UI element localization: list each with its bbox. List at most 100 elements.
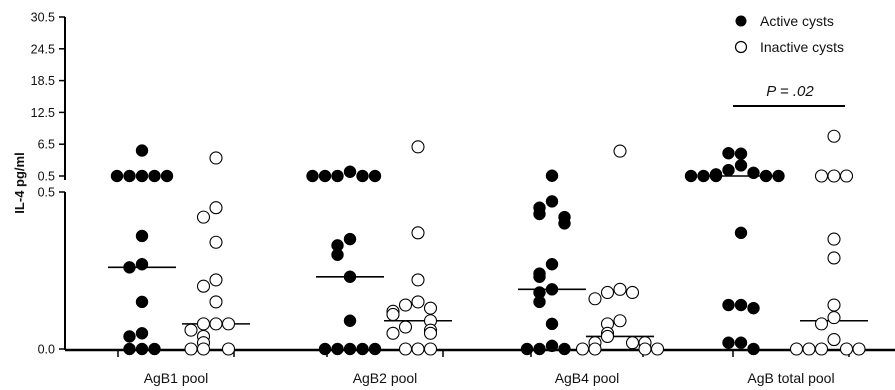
inactive-cyst-point — [209, 317, 223, 331]
active-cyst-point — [318, 169, 332, 183]
inactive-cyst-point — [411, 140, 425, 154]
active-cyst-point — [734, 336, 748, 349]
inactive-cyst-point — [613, 282, 627, 296]
active-cyst-point — [722, 146, 735, 160]
y-tick-label: 30.5 — [31, 11, 55, 25]
inactive-cyst-point — [827, 169, 841, 183]
y-tick-label: 0.5 — [38, 170, 55, 184]
active-cyst-point — [545, 257, 559, 271]
active-cyst-point — [331, 169, 344, 183]
active-cyst-point — [343, 270, 357, 284]
inactive-cyst-point — [827, 129, 841, 143]
active-cyst-point — [306, 169, 319, 183]
active-cyst-point — [123, 342, 136, 356]
active-cyst-point — [135, 342, 149, 356]
active-cyst-point — [135, 144, 149, 157]
inactive-cyst-point — [827, 311, 841, 325]
active-cyst-point — [709, 169, 723, 183]
inactive-cyst-point — [411, 342, 425, 356]
y-tick-label: 0.0 — [38, 343, 55, 357]
active-cyst-point — [772, 169, 785, 183]
active-cyst-point — [545, 283, 559, 296]
inactive-cyst-point — [221, 317, 236, 331]
inactive-cyst-point — [221, 342, 236, 356]
active-cyst-point — [533, 342, 546, 356]
active-cyst-point — [135, 229, 149, 243]
inactive-cyst-point — [638, 342, 652, 356]
y-tick-label: 24.5 — [31, 42, 55, 56]
inactive-cyst-point — [588, 342, 602, 356]
inactive-cyst-point — [184, 323, 198, 337]
active-cyst-point — [110, 169, 124, 183]
active-cyst-point — [331, 342, 344, 356]
inactive-cyst-point — [423, 342, 438, 356]
active-cyst-point — [123, 261, 136, 274]
inactive-cyst-point — [196, 279, 211, 293]
active-cyst-point — [368, 342, 382, 356]
active-cyst-point — [734, 226, 748, 240]
x-category-label: AgB4 pool — [555, 370, 620, 386]
p-value-label: P = .02 — [766, 83, 814, 100]
active-cyst-point — [356, 342, 369, 356]
active-cyst-point — [318, 342, 332, 356]
active-cyst-point — [343, 314, 357, 327]
inactive-cyst-point — [613, 144, 627, 158]
active-cyst-point — [533, 207, 546, 221]
active-cyst-point — [368, 169, 382, 183]
inactive-cyst-point — [196, 210, 211, 224]
inactive-cyst-point — [802, 342, 816, 356]
inactive-cyst-point — [423, 301, 438, 315]
inactive-cyst-point — [827, 333, 841, 347]
y-tick-label: 18.5 — [31, 74, 55, 88]
active-cyst-point — [545, 317, 559, 331]
data-points — [110, 129, 866, 356]
x-category-label: AgB1 pool — [144, 370, 209, 386]
active-cyst-point — [747, 166, 760, 180]
y-tick-label: 12.5 — [31, 106, 55, 120]
inactive-cyst-point — [398, 342, 413, 356]
inactive-cyst-point — [196, 342, 211, 356]
legend-marker-active — [735, 15, 747, 27]
active-cyst-point — [734, 298, 748, 312]
active-cyst-point — [343, 232, 357, 246]
inactive-cyst-point — [386, 307, 400, 322]
active-cyst-point — [722, 163, 735, 177]
active-cyst-point — [331, 248, 344, 262]
active-cyst-point — [684, 169, 698, 183]
inactive-cyst-point — [827, 298, 841, 312]
y-tick-label: 6.5 — [38, 138, 55, 152]
legend-label-inactive: Inactive cysts — [760, 39, 844, 55]
inactive-cyst-point — [411, 226, 425, 240]
inactive-cyst-point — [814, 317, 829, 331]
active-cyst-point — [545, 195, 559, 208]
inactive-cyst-point — [398, 298, 413, 312]
y-axis-ticks: 0.0 0.5 0.5 6.5 12.5 18.5 24.5 30.5 — [31, 11, 65, 357]
active-cyst-point — [123, 169, 136, 183]
active-cyst-point — [148, 342, 161, 356]
active-cyst-point — [135, 257, 149, 271]
inactive-cyst-point — [650, 342, 665, 356]
active-cyst-point — [533, 295, 546, 309]
inactive-cyst-point — [411, 273, 425, 287]
active-cyst-point — [356, 169, 369, 183]
active-cyst-point — [135, 169, 149, 183]
legend-label-active: Active cysts — [760, 13, 834, 29]
significance-annotation: P = .02 — [733, 83, 845, 107]
active-cyst-point — [160, 169, 174, 183]
inactive-cyst-point — [625, 336, 640, 350]
inactive-cyst-point — [209, 295, 223, 309]
active-cyst-point — [545, 339, 559, 353]
active-cyst-point — [343, 165, 357, 179]
inactive-cyst-point — [209, 273, 223, 287]
active-cyst-point — [520, 342, 534, 356]
inactive-cyst-point — [196, 317, 211, 331]
active-cyst-point — [747, 301, 760, 315]
inactive-cyst-point — [852, 342, 866, 356]
inactive-cyst-point — [600, 329, 615, 343]
inactive-cyst-point — [814, 342, 829, 356]
active-cyst-point — [697, 169, 710, 183]
inactive-cyst-point — [613, 314, 627, 328]
inactive-cyst-point — [789, 342, 804, 356]
active-cyst-point — [343, 342, 357, 356]
active-cyst-point — [558, 342, 571, 356]
